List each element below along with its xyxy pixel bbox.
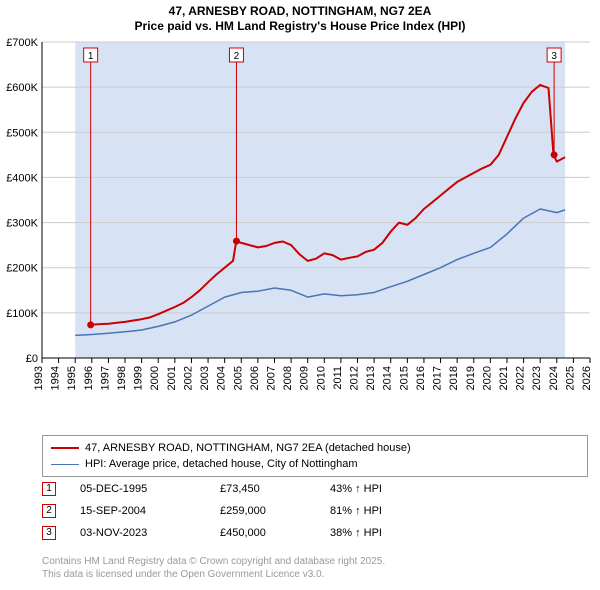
svg-text:£700K: £700K: [6, 38, 38, 49]
svg-text:2013: 2013: [365, 366, 377, 390]
svg-text:2015: 2015: [398, 366, 410, 390]
svg-text:1995: 1995: [66, 366, 78, 390]
sale-row-0: 1 05-DEC-1995 £73,450 43% ↑ HPI: [42, 478, 382, 500]
chart-area: £0 £100K £200K £300K £400K £500K £600K £700K 199…: [0, 38, 600, 430]
sale-row-1: 2 15-SEP-2004 £259,000 81% ↑ HPI: [42, 500, 382, 522]
svg-text:£200K: £200K: [6, 263, 38, 275]
chart-title-block: 47, ARNESBY ROAD, NOTTINGHAM, NG7 2EA Pr…: [0, 0, 600, 34]
svg-text:1: 1: [88, 51, 94, 62]
svg-text:2023: 2023: [531, 366, 543, 390]
svg-text:2010: 2010: [315, 366, 327, 390]
svg-text:2004: 2004: [216, 366, 228, 390]
svg-text:£500K: £500K: [6, 127, 38, 139]
svg-text:1996: 1996: [83, 366, 95, 390]
svg-text:1998: 1998: [116, 366, 128, 390]
svg-text:2022: 2022: [515, 366, 527, 390]
svg-text:2009: 2009: [299, 366, 311, 390]
legend-swatch-0: [51, 447, 79, 449]
sale-date-1: 15-SEP-2004: [80, 505, 220, 517]
legend-label-0: 47, ARNESBY ROAD, NOTTINGHAM, NG7 2EA (d…: [85, 442, 411, 454]
svg-text:3: 3: [551, 51, 557, 62]
legend-label-1: HPI: Average price, detached house, City…: [85, 458, 358, 470]
svg-text:2007: 2007: [265, 366, 277, 390]
svg-text:2021: 2021: [498, 366, 510, 390]
sale-price-2: £450,000: [220, 527, 330, 539]
footer-note: Contains HM Land Registry data © Crown c…: [42, 556, 385, 581]
svg-text:2011: 2011: [332, 366, 344, 390]
legend-row-1: HPI: Average price, detached house, City…: [51, 456, 579, 472]
sale-marker-0: 1: [42, 482, 56, 496]
svg-text:2003: 2003: [199, 366, 211, 390]
svg-text:2018: 2018: [448, 366, 460, 390]
sale-row-2: 3 03-NOV-2023 £450,000 38% ↑ HPI: [42, 522, 382, 544]
svg-text:£100K: £100K: [6, 308, 38, 320]
sale-marker-2: 3: [42, 526, 56, 540]
svg-text:1999: 1999: [133, 366, 145, 390]
sale-price-1: £259,000: [220, 505, 330, 517]
svg-text:£0: £0: [26, 353, 38, 365]
footer-line-2: This data is licensed under the Open Gov…: [42, 569, 385, 582]
svg-text:1997: 1997: [99, 366, 111, 390]
chart-svg: £0 £100K £200K £300K £400K £500K £600K £700K 199…: [0, 38, 600, 430]
svg-text:2026: 2026: [581, 366, 593, 390]
sale-date-2: 03-NOV-2023: [80, 527, 220, 539]
footer-line-1: Contains HM Land Registry data © Crown c…: [42, 556, 385, 569]
svg-text:2024: 2024: [548, 366, 560, 390]
svg-text:1994: 1994: [50, 366, 62, 390]
sale-price-0: £73,450: [220, 483, 330, 495]
svg-text:£300K: £300K: [6, 218, 38, 230]
svg-text:2012: 2012: [349, 366, 361, 390]
svg-text:2: 2: [234, 51, 240, 62]
svg-text:2008: 2008: [282, 366, 294, 390]
svg-text:2000: 2000: [149, 366, 161, 390]
sale-pct-1: 81% ↑ HPI: [330, 505, 382, 517]
svg-text:2005: 2005: [232, 366, 244, 390]
svg-text:2017: 2017: [432, 366, 444, 390]
sale-marker-1: 2: [42, 504, 56, 518]
sale-pct-0: 43% ↑ HPI: [330, 483, 382, 495]
svg-text:2019: 2019: [465, 366, 477, 390]
sales-table: 1 05-DEC-1995 £73,450 43% ↑ HPI 2 15-SEP…: [42, 478, 382, 544]
title-line-2: Price paid vs. HM Land Registry's House …: [0, 19, 600, 34]
svg-text:£600K: £600K: [6, 82, 38, 94]
svg-text:2020: 2020: [481, 366, 493, 390]
svg-text:2002: 2002: [182, 366, 194, 390]
svg-text:2006: 2006: [249, 366, 261, 390]
svg-text:2014: 2014: [382, 366, 394, 390]
legend-box: 47, ARNESBY ROAD, NOTTINGHAM, NG7 2EA (d…: [42, 435, 588, 477]
svg-text:2025: 2025: [564, 366, 576, 390]
legend-swatch-1: [51, 464, 79, 465]
svg-text:2016: 2016: [415, 366, 427, 390]
title-line-1: 47, ARNESBY ROAD, NOTTINGHAM, NG7 2EA: [0, 4, 600, 19]
svg-text:£400K: £400K: [6, 172, 38, 184]
legend-row-0: 47, ARNESBY ROAD, NOTTINGHAM, NG7 2EA (d…: [51, 440, 579, 456]
svg-text:2001: 2001: [166, 366, 178, 390]
svg-text:1993: 1993: [33, 366, 45, 390]
sale-pct-2: 38% ↑ HPI: [330, 527, 382, 539]
sale-date-0: 05-DEC-1995: [80, 483, 220, 495]
